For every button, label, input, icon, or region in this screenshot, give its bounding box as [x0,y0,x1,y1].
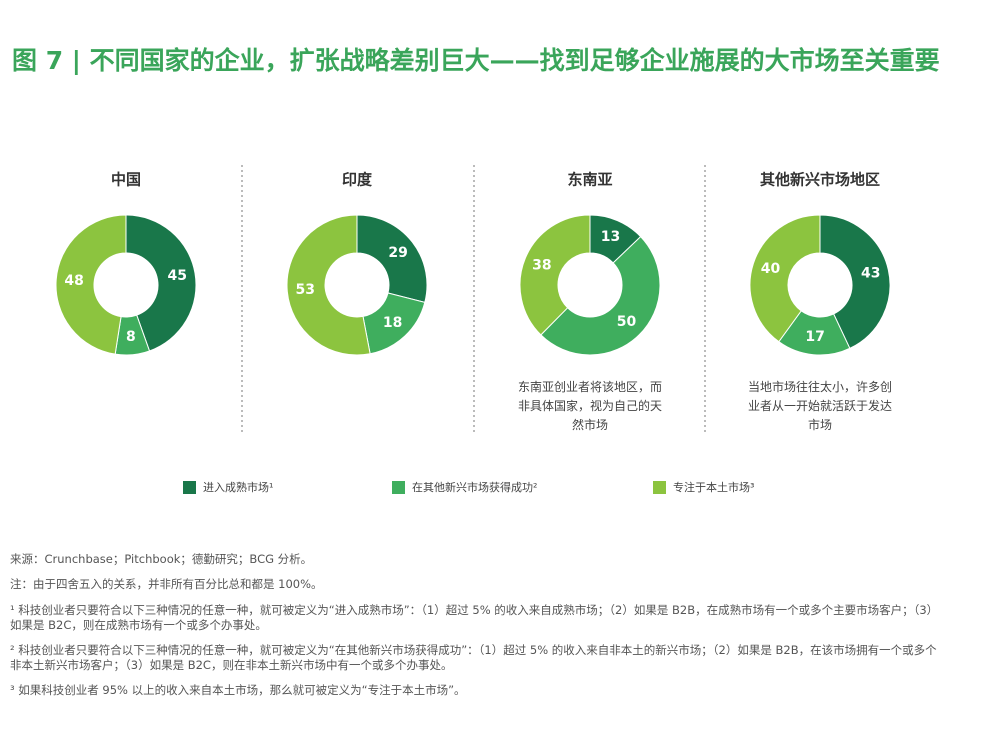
annotation: 当地市场往往太小，许多创业者从一开始就活跃于发达市场 [748,380,893,432]
slice [286,214,371,356]
slice [540,235,661,356]
legend-label: 专注于本土市场³ [673,480,754,494]
footnote: ¹ 科技创业者只要符合以下三种情况的任意一种，就可被定义为“进入成熟市场”：（1… [10,603,939,632]
footnote: 注：由于四舍五入的关系，并非所有百分比总和都是 100%。 [10,577,323,591]
slice [519,214,591,336]
slice-label: 50 [617,314,637,330]
slice-label: 38 [532,257,551,273]
slice-label: 48 [64,273,83,289]
annotation: 东南亚创业者将该地区，而非具体国家，视为自己的天然市场 [518,380,663,432]
page-title: 图 7 | 不同国家的企业，扩张战略差别巨大——找到足够企业施展的大市场至关重要 [12,46,940,75]
legend-swatch [653,481,666,494]
slice [55,214,127,355]
annotation-box: 当地市场往往太小，许多创业者从一开始就活跃于发达市场 [748,380,893,432]
slice-label: 17 [805,329,824,345]
slice [356,214,428,304]
slice [819,214,891,350]
annotation-box: 东南亚创业者将该地区，而非具体国家，视为自己的天然市场 [518,380,663,432]
slice [125,214,197,352]
panel-title: 中国 [111,171,141,189]
slice-label: 40 [761,261,781,277]
slice-label: 45 [167,268,186,284]
panel-title: 印度 [342,171,373,189]
legend-swatch [392,481,405,494]
legend-swatch [183,481,196,494]
slice-label: 8 [126,329,136,345]
footnote: ² 科技创业者只要符合以下三种情况的任意一种，就可被定义为“在其他新兴市场获得成… [10,643,937,672]
slice-label: 43 [861,266,880,282]
slice-label: 29 [388,245,407,261]
slice-label: 13 [601,229,620,245]
slice-label: 18 [383,315,402,331]
slice [749,214,821,343]
footnote: 来源：Crunchbase；Pitchbook；德勤研究；BCG 分析。 [10,552,313,566]
panel-title: 其他新兴市场地区 [760,171,880,189]
slice-label: 53 [295,282,314,298]
legend-label: 在其他新兴市场获得成功² [412,480,537,494]
footnote: ³ 如果科技创业者 95% 以上的收入来自本土市场，那么就可被定义为“专注于本土… [10,683,466,697]
panel-title: 东南亚 [567,171,612,189]
legend-label: 进入成熟市场¹ [203,480,273,494]
